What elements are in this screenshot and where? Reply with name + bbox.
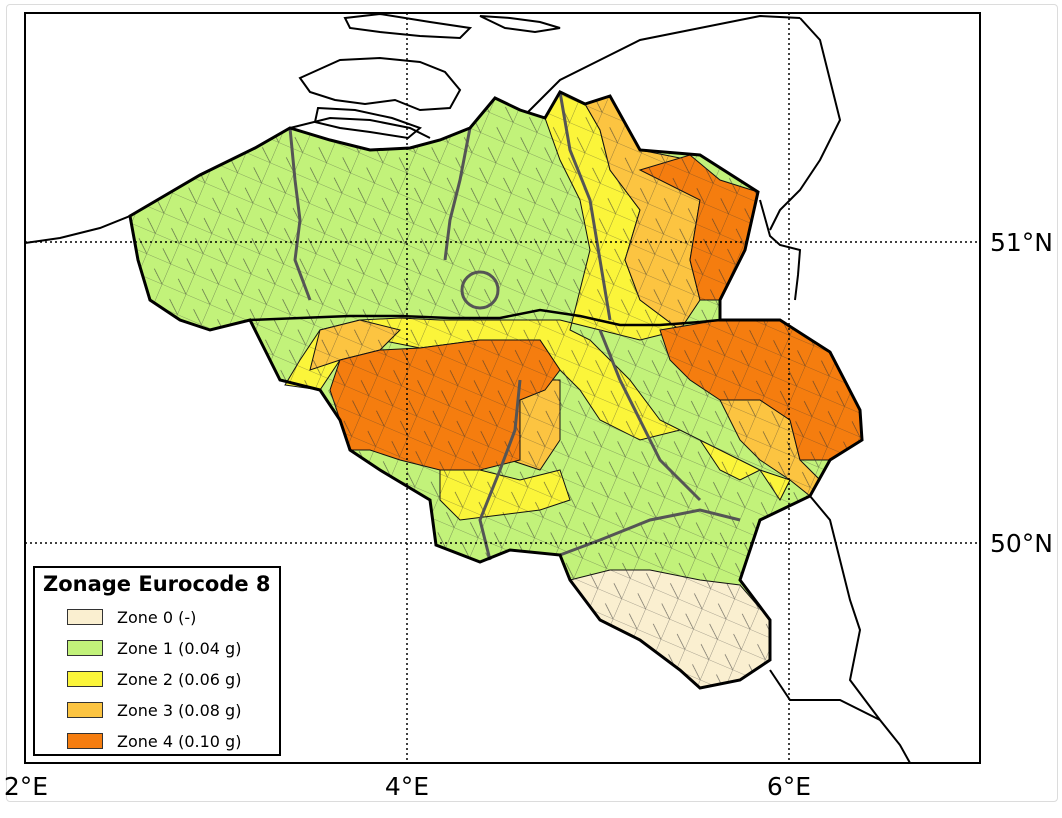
province-borders [288,91,741,561]
regional-border [249,308,721,327]
belgium-map [128,90,864,690]
legend-swatch [67,671,103,687]
legend-label: Zone 3 (0.08 g) [117,700,242,720]
graticule [25,13,980,763]
belgium-outline [128,90,864,690]
legend-item-zone-3: Zone 3 (0.08 g) [67,699,241,721]
municipality-boundaries [130,92,862,688]
legend-item-zone-4: Zone 4 (0.10 g) [67,730,241,752]
legend-label: Zone 2 (0.06 g) [117,669,242,689]
lat-tick-51n: 51°N [990,228,1053,257]
lon-tick-2e: 2°E [4,772,48,801]
legend-label: Zone 0 (-) [117,607,197,627]
legend: Zonage Eurocode 8 Zone 0 (-) Zone 1 (0.0… [33,566,281,756]
lon-tick-6e: 6°E [767,772,811,801]
legend-swatch [67,609,103,625]
legend-item-zone-1: Zone 1 (0.04 g) [67,637,241,659]
lon-tick-4e: 4°E [385,772,429,801]
map-frame [24,12,981,764]
neighbor-landmass [298,13,561,140]
border-lines [25,14,911,763]
legend-swatch [67,733,103,749]
lat-tick-50n: 50°N [990,529,1053,558]
legend-label: Zone 1 (0.04 g) [117,638,242,658]
legend-label: Zone 4 (0.10 g) [117,731,242,751]
legend-swatch [67,702,103,718]
legend-swatch [67,640,103,656]
legend-item-zone-0: Zone 0 (-) [67,606,196,628]
legend-title: Zonage Eurocode 8 [43,572,271,596]
legend-item-zone-2: Zone 2 (0.06 g) [67,668,241,690]
